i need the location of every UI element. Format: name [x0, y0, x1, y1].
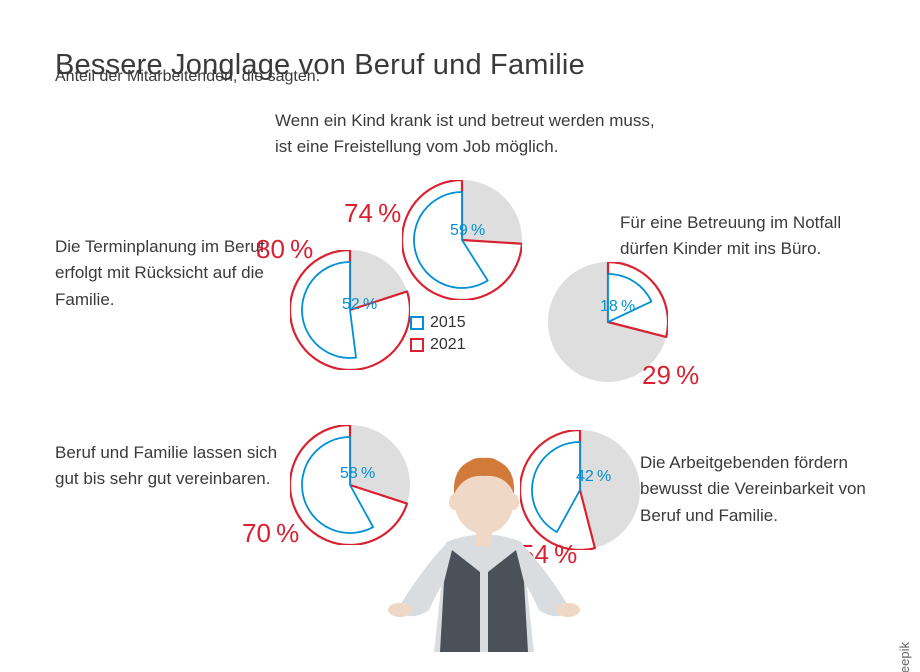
pie-inner-label-scheduling: 52 % [342, 296, 377, 314]
item-text-sick-child: Wenn ein Kind krank ist und betreut werd… [275, 108, 675, 161]
item-text-employer-support: Die Arbeitgebenden fördern bewusst die V… [640, 450, 870, 529]
person-illustration [384, 432, 584, 657]
pie-outer-label-scheduling: 80 % [256, 234, 313, 265]
legend-swatch-2021 [410, 338, 424, 352]
pie-outer-label-compatible: 70 % [242, 518, 299, 549]
legend: 2015 2021 [410, 314, 466, 358]
legend-swatch-2015 [410, 316, 424, 330]
pie-outer-label-sick-child: 74 % [344, 198, 401, 229]
item-text-compatible: Beruf und Familie lassen sich gut bis se… [55, 440, 285, 493]
page-subtitle: Anteil der Mitarbeitenden, die sagten: [55, 68, 320, 86]
legend-label-2015: 2015 [430, 314, 466, 332]
pie-inner-label-sick-child: 59 % [450, 222, 485, 240]
pie-sick-child [402, 180, 522, 300]
pie-inner-label-emergency-office: 18 % [600, 298, 635, 316]
legend-label-2021: 2021 [430, 336, 466, 354]
pie-inner-label-compatible: 58 % [340, 465, 375, 483]
item-text-scheduling: Die Terminplanung im Beruf erfolgt mit R… [55, 234, 275, 313]
image-credit: © Rosa Grewe, Katharina Höhner; Freepik [897, 642, 912, 672]
item-text-emergency-office: Für eine Betreuung im Notfall dürfen Kin… [620, 210, 870, 263]
pie-outer-label-emergency-office: 29 % [642, 360, 699, 391]
